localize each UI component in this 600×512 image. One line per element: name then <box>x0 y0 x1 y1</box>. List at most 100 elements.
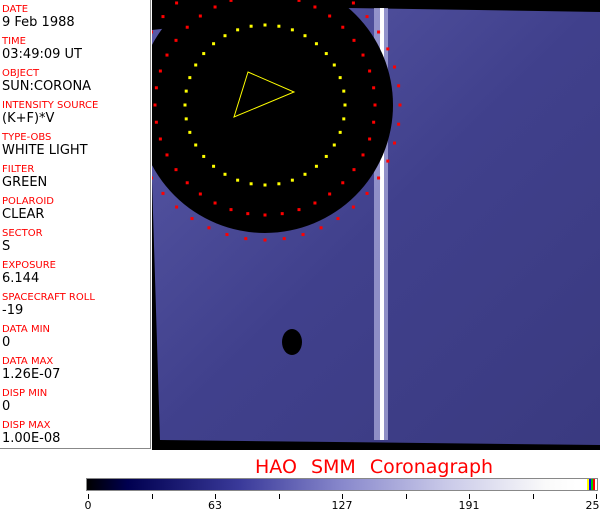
grid-dot <box>377 30 381 34</box>
grid-dot <box>158 69 162 73</box>
field-label: DISP MIN <box>2 388 48 399</box>
field-value: WHITE LIGHT <box>2 143 88 158</box>
grid-dot <box>249 182 253 186</box>
grid-dot <box>213 5 217 9</box>
grid-dot <box>341 181 345 185</box>
grid-dot <box>174 38 178 42</box>
grid-dot <box>324 52 328 56</box>
field-label: SECTOR <box>2 228 43 239</box>
colorbar-tick <box>469 494 470 499</box>
grid-dot <box>236 178 240 182</box>
field-label: EXPOSURE <box>2 260 57 271</box>
sector-marker <box>233 71 296 118</box>
grid-dot <box>297 208 301 212</box>
grid-dot <box>229 208 233 212</box>
metadata-panel: DATE 9 Feb 1988 TIME 03:49:09 UT OBJECT SUN:C… <box>0 0 151 449</box>
grid-dot <box>338 130 342 134</box>
grid-dot <box>386 159 390 163</box>
colorbar <box>86 478 598 491</box>
grid-dot <box>280 212 284 216</box>
grid-dot <box>188 76 192 80</box>
instrument-title: HAO SMM Coronagraph <box>255 456 494 478</box>
field-value: SUN:CORONA <box>2 79 92 94</box>
field-polaroid: POLAROID CLEAR <box>2 196 54 223</box>
field-disp-min: DISP MIN 0 <box>2 388 47 415</box>
grid-dot <box>314 164 318 168</box>
grid-dot <box>165 153 169 157</box>
grid-dot <box>372 86 376 90</box>
grid-dot <box>332 143 336 147</box>
colorbar-tick-label: 255 <box>585 499 600 512</box>
field-data-min: DATA MIN 0 <box>2 324 50 351</box>
grid-dot <box>372 120 376 124</box>
grid-dot <box>212 164 216 168</box>
grid-dot <box>184 89 188 93</box>
grid-dot <box>365 191 369 195</box>
field-label: POLAROID <box>2 196 55 207</box>
grid-dot <box>188 130 192 134</box>
grid-dot <box>342 117 346 121</box>
grid-dot <box>229 0 233 2</box>
grid-dot <box>212 42 216 46</box>
grid-dot <box>368 69 372 73</box>
grid-dot <box>198 192 202 196</box>
field-label: OBJECT <box>2 68 40 79</box>
grid-dot <box>313 5 317 9</box>
grid-dot <box>153 103 157 107</box>
grid-dot <box>393 65 397 69</box>
field-label: TYPE-OBS <box>2 132 52 143</box>
colorbar-tick <box>596 494 597 499</box>
grid-dot <box>152 176 153 180</box>
grid-dot <box>184 117 188 121</box>
field-value: 03:49:09 UT <box>2 47 82 62</box>
grid-dot <box>341 25 345 29</box>
grid-dot <box>319 226 323 230</box>
grid-dot <box>263 213 267 217</box>
field-disp-max: DISP MAX 1.00E-08 <box>2 420 60 447</box>
grid-dot <box>202 154 206 158</box>
grid-dot <box>352 168 356 172</box>
grid-dot <box>175 205 179 209</box>
field-sector: SECTOR S <box>2 228 43 255</box>
grid-dot <box>223 34 227 38</box>
grid-dot <box>332 63 336 67</box>
grid-dot <box>336 217 340 221</box>
grid-dot <box>198 14 202 18</box>
colorbar-tick <box>342 494 343 499</box>
field-value: 1.00E-08 <box>2 431 61 446</box>
colorbar-tick-label: 191 <box>458 499 480 512</box>
field-type-obs: TYPE-OBS WHITE LIGHT <box>2 132 88 159</box>
grid-dot <box>397 84 401 88</box>
grid-dot <box>398 103 402 107</box>
field-value: 9 Feb 1988 <box>2 15 75 30</box>
grid-dot <box>343 103 347 107</box>
grid-dot <box>236 28 240 32</box>
field-intensity-source: INTENSITY SOURCE (K+F)*V <box>2 100 98 127</box>
grid-dot <box>277 182 281 186</box>
field-exposure: EXPOSURE 6.144 <box>2 260 56 287</box>
grid-dot <box>263 183 267 187</box>
grid-dot <box>154 86 158 90</box>
grid-dot <box>373 103 377 107</box>
field-label: DATA MAX <box>2 356 54 367</box>
colorbar-tick <box>532 494 534 499</box>
field-date: DATE 9 Feb 1988 <box>2 4 75 31</box>
dark-spot <box>282 329 302 355</box>
grid-dot <box>194 143 198 147</box>
grid-dot <box>361 53 365 57</box>
field-label: FILTER <box>2 164 35 175</box>
grid-dot <box>207 226 211 230</box>
field-value: 6.144 <box>2 271 40 286</box>
coronagraph-image <box>152 0 600 450</box>
grid-dot <box>290 28 294 32</box>
grid-dot <box>213 201 217 205</box>
field-value: CLEAR <box>2 207 45 222</box>
grid-dot <box>282 237 286 241</box>
colorbar-tick <box>151 494 153 499</box>
field-object: OBJECT SUN:CORONA <box>2 68 91 95</box>
grid-dot <box>365 15 369 19</box>
grid-dot <box>324 154 328 158</box>
grid-dot <box>313 201 317 205</box>
grid-dot <box>393 141 397 145</box>
grid-dot <box>202 52 206 56</box>
